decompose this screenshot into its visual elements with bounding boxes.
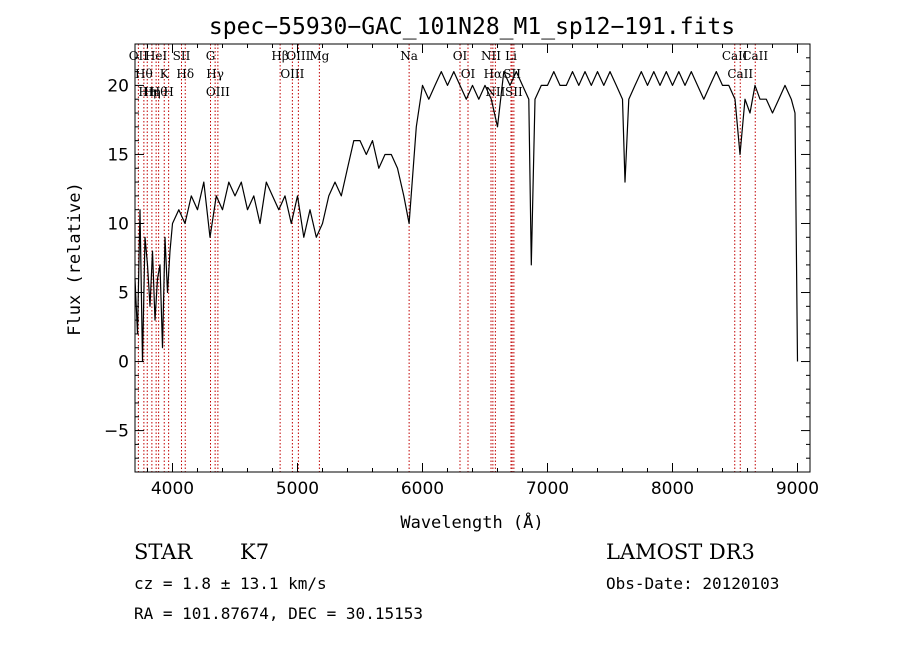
line-marker-label: Li bbox=[505, 49, 517, 63]
line-marker-label: CaII bbox=[722, 49, 748, 63]
y-axis-label: Flux (relative) bbox=[65, 182, 85, 336]
x-tick-label: 8000 bbox=[651, 479, 694, 499]
obs-date: Obs-Date: 20120103 bbox=[606, 574, 780, 593]
line-marker-label: OI bbox=[461, 67, 476, 81]
line-marker-label: NII bbox=[481, 49, 501, 63]
y-tick-label: 10 bbox=[107, 214, 129, 234]
line-marker-label: OIII bbox=[206, 85, 230, 99]
survey-name: LAMOST DR3 bbox=[606, 540, 755, 564]
line-marker-label: K bbox=[160, 67, 170, 81]
line-marker-label: SII bbox=[505, 85, 523, 99]
line-marker-label: SII bbox=[503, 67, 521, 81]
y-tick-label: 5 bbox=[118, 284, 129, 304]
line-marker-label: Mg bbox=[309, 49, 329, 63]
line-marker-label: OII bbox=[129, 49, 149, 63]
x-tick-label: 9000 bbox=[776, 479, 819, 499]
y-tick-label: 0 bbox=[118, 353, 129, 373]
line-marker-labels: OIIHθHηHηHeIHθKHSIIHδGHγOIIIHβOIIIOIIIMg… bbox=[129, 49, 769, 99]
line-marker-label: H bbox=[163, 85, 173, 99]
line-marker-label: Hγ bbox=[206, 67, 224, 81]
object-class: STAR bbox=[134, 540, 193, 564]
line-marker-label: Hα bbox=[484, 67, 503, 81]
line-marker-label: OIII bbox=[286, 49, 310, 63]
x-axis-ticks: 4000 5000 6000 7000 8000 9000 bbox=[147, 44, 819, 499]
redshift-readout: cz = 1.8 ± 13.1 km/s bbox=[134, 574, 327, 593]
chart-title: spec−55930−GAC_101N28_M1_sp12−191.fits bbox=[209, 14, 735, 40]
x-tick-label: 7000 bbox=[526, 479, 569, 499]
y-tick-label: 20 bbox=[107, 76, 129, 96]
line-marker-label: G bbox=[206, 49, 216, 63]
y-axis-ticks: −5 0 5 10 15 20 bbox=[104, 57, 810, 459]
spectrum-line bbox=[134, 71, 799, 363]
x-tick-label: 4000 bbox=[151, 479, 194, 499]
line-marker-label: Hθ bbox=[150, 85, 168, 99]
line-marker-label: Hθ bbox=[135, 67, 153, 81]
line-markers bbox=[137, 44, 756, 472]
coordinates-readout: RA = 101.87674, DEC = 30.15153 bbox=[134, 604, 423, 623]
line-marker-label: OIII bbox=[280, 67, 304, 81]
y-tick-label: −5 bbox=[104, 422, 129, 442]
line-marker-label: CaII bbox=[727, 67, 753, 81]
spectrum-series bbox=[134, 71, 799, 363]
y-tick-label: 15 bbox=[107, 145, 129, 165]
plot-frame bbox=[134, 43, 811, 473]
line-marker-label: Hβ bbox=[271, 49, 288, 63]
x-axis-label: Wavelength (Å) bbox=[400, 511, 543, 533]
line-marker-label: HeI bbox=[145, 49, 168, 63]
x-tick-label: 6000 bbox=[401, 479, 444, 499]
line-marker-label: SII bbox=[173, 49, 191, 63]
line-marker-label: Hη bbox=[138, 85, 156, 99]
object-subclass: K7 bbox=[240, 540, 270, 564]
line-marker-label: Na bbox=[400, 49, 418, 63]
line-marker-label: Hη bbox=[143, 85, 161, 99]
line-marker-label: CaII bbox=[742, 49, 768, 63]
x-tick-label: 5000 bbox=[276, 479, 319, 499]
line-marker-label: OI bbox=[453, 49, 468, 63]
line-marker-label: Hδ bbox=[176, 67, 194, 81]
